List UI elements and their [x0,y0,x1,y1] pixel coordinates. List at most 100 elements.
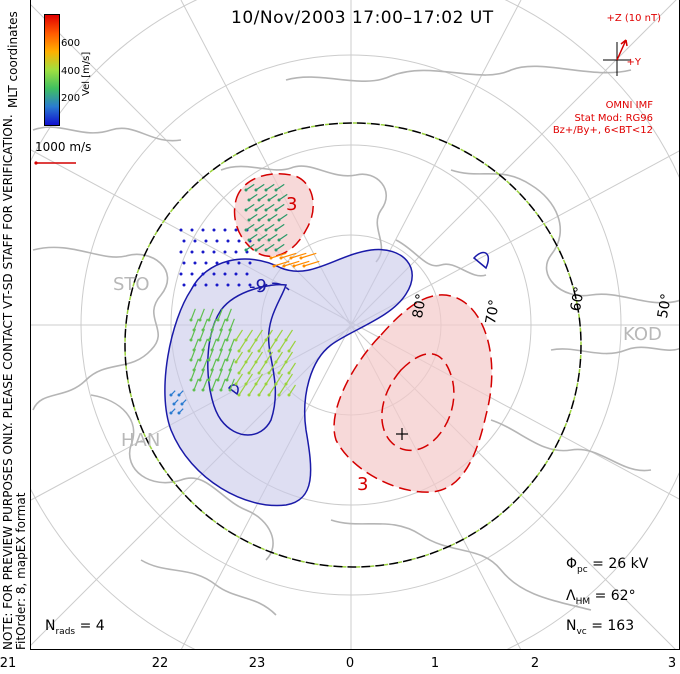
velocity-vector [190,308,196,321]
velocity-vector [238,362,246,374]
reference-vector-label: 1000 m/s [35,140,92,154]
velocity-vector [265,183,275,191]
vector-origin [226,261,230,265]
velocity-vector [217,308,223,321]
velocity-vector [258,193,268,201]
velocity-vector [275,203,285,211]
velocity-vector [293,260,310,267]
velocity-vector [268,233,278,241]
vector-origin [212,272,216,276]
velocity-vector [220,318,226,331]
velocity-vector [258,362,266,374]
vector-origin [201,228,205,232]
vector-origin [201,272,205,276]
velocity-vector [235,351,243,363]
velocity-vector [202,318,208,331]
vector-origin [234,272,238,276]
velocity-vector [235,373,243,385]
pole-marker [396,428,408,440]
velocity-vector [235,329,243,341]
velocity-vector [245,223,255,231]
velocity-vector [248,233,258,241]
station-label: HAN [121,430,160,451]
vector-origin [234,250,238,254]
velocity-vector [217,348,223,361]
velocity-vector [275,183,285,191]
mlt-tick: 2 [530,656,540,671]
velocity-vector [245,183,255,191]
velocity-vector [217,328,223,341]
vector-origin [237,239,241,243]
velocity-vector [245,373,253,385]
velocity-vector [211,338,217,351]
velocity-vector [202,378,208,391]
velocity-vector [208,348,214,361]
mlt-axis: 21 22 23 0 1 2 3 [0,652,680,674]
velocity-vector [278,362,286,374]
vector-origin [193,239,197,243]
mlt-tick: 21 [0,656,17,671]
velocity-vector [226,368,232,381]
velocity-vector [245,329,253,341]
velocity-vector [268,340,276,352]
velocity-vector [178,408,184,414]
colorbar-tick: 600 [61,38,81,49]
velocity-vector [181,399,187,405]
coastlines [32,65,679,616]
contour-label: 3 [286,194,297,215]
vector-origin [193,283,197,287]
velocity-vector [270,252,287,259]
velocity-vector [208,368,214,381]
mlt-tick: 0 [345,656,355,671]
velocity-vector [278,233,288,241]
latitude-label: 80° [410,292,430,319]
velocity-vector [190,328,196,341]
radar-count: Nrads = 4 [45,618,105,637]
velocity-vector [199,368,205,381]
station-label: KOD [623,324,662,345]
vector-origin [234,228,238,232]
velocity-vector [285,373,293,385]
imf-source: OMNI IMF [605,100,653,111]
mlt-tick: 3 [667,656,677,671]
velocity-vector [265,223,275,231]
velocity-vector [190,368,196,381]
vector-origin [190,250,194,254]
velocity-vector [248,384,256,396]
velocity-vector [202,358,208,371]
velocity-vector [220,338,226,351]
velocity-vector [275,243,285,251]
velocity-vector [265,243,275,251]
vector-origin [212,228,216,232]
velocity-vector [199,348,205,361]
velocity-vector [265,351,273,363]
station-label: STO [113,274,150,295]
cross-polar-potential: Φpc = 26 kV [566,556,649,575]
coordinate-system-label: MLT coordinates [6,11,20,108]
velocity-vector [268,362,276,374]
contour-label: -9 [249,276,267,297]
vector-origin [237,283,241,287]
velocity-vector [290,252,307,259]
vector-origin [215,283,219,287]
velocity-vector [211,318,217,331]
velocity-vector [273,260,290,267]
velocity-vector [258,213,268,221]
latitude-label: 70° [483,298,503,325]
velocity-vector [202,338,208,351]
vector-origin [223,250,227,254]
velocity-vector [275,373,283,385]
velocity-vector [226,328,232,341]
velocity-vector [258,384,266,396]
velocity-vector [275,223,285,231]
velocity-vector [265,329,273,341]
velocity-vector [248,340,256,352]
velocity-vector [255,223,265,231]
velocity-vector [255,183,265,191]
vector-origin [237,261,241,265]
velocity-vector [217,368,223,381]
contour-label: 3 [357,474,368,495]
velocity-vector [255,373,263,385]
hm-latitude: ΛHM = 62° [566,588,636,607]
vector-origin [179,228,183,232]
